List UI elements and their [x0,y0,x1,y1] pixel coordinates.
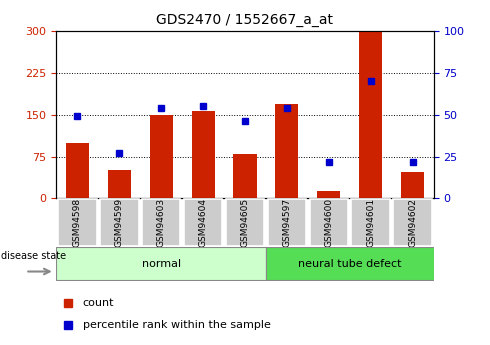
Bar [393,199,432,246]
Text: GSM94599: GSM94599 [115,198,124,247]
Text: disease state: disease state [1,252,66,261]
Text: GSM94602: GSM94602 [408,198,417,247]
Bar [58,199,97,246]
Bar [233,154,257,198]
Text: GSM94604: GSM94604 [198,198,208,247]
Text: percentile rank within the sample: percentile rank within the sample [83,319,270,329]
Text: normal: normal [142,259,181,269]
Bar [142,199,180,246]
Text: count: count [83,298,114,308]
Bar [266,247,434,280]
Bar [318,191,341,198]
Text: GSM94598: GSM94598 [73,198,82,247]
Bar [149,115,172,198]
Bar [351,199,390,246]
Bar [359,32,382,198]
Title: GDS2470 / 1552667_a_at: GDS2470 / 1552667_a_at [156,13,334,27]
Text: GSM94605: GSM94605 [241,198,249,247]
Bar [192,111,215,198]
Bar [56,247,266,280]
Bar [275,104,298,198]
Bar [100,199,139,246]
Bar [184,199,222,246]
Bar [401,171,424,198]
Bar [310,199,348,246]
Bar [108,170,131,198]
Text: GSM94601: GSM94601 [366,198,375,247]
Text: GSM94597: GSM94597 [282,198,292,247]
Text: GSM94603: GSM94603 [157,198,166,247]
Bar [226,199,264,246]
Text: neural tube defect: neural tube defect [298,259,402,269]
Bar [268,199,306,246]
Text: GSM94600: GSM94600 [324,198,333,247]
Bar [66,142,89,198]
